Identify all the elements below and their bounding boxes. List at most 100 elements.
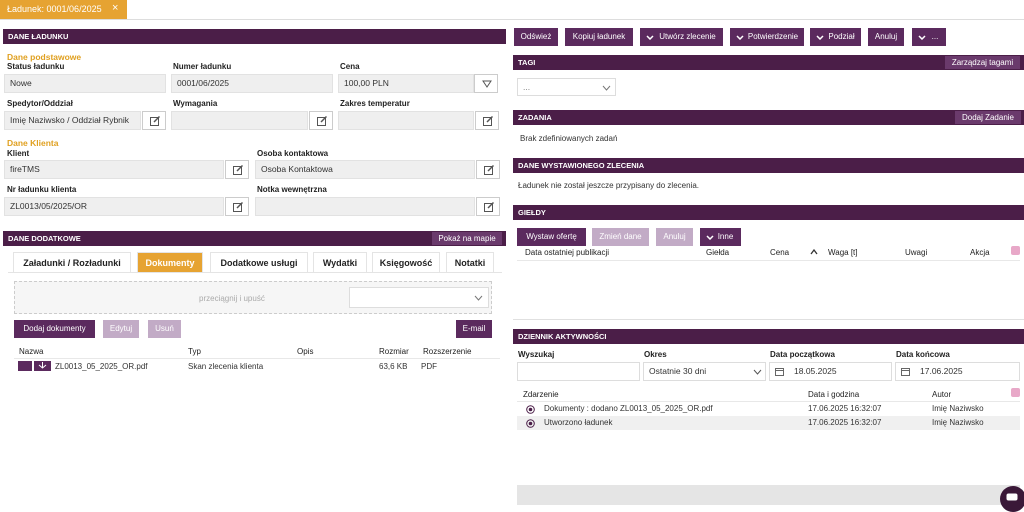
column-header: Akcja: [970, 248, 990, 257]
tab[interactable]: Księgowość: [372, 252, 440, 272]
section-header: DANE ŁADUNKU: [3, 29, 506, 44]
date-input[interactable]: 17.06.2025: [895, 362, 1020, 381]
drop-zone[interactable]: przeciągnij i upuść: [14, 281, 492, 314]
tab[interactable]: Wydatki: [313, 252, 367, 272]
button[interactable]: Kopiuj ładunek: [565, 28, 633, 46]
edit-button[interactable]: [476, 197, 500, 216]
field-label: Spedytor/Oddział: [7, 99, 73, 108]
cell: 63,6 KB: [379, 362, 408, 371]
log-row[interactable]: Dokumenty : dodano ZL0013_05_2025_OR.pdf…: [517, 402, 1020, 416]
tab[interactable]: Załadunki / Rozładunki: [13, 252, 131, 272]
edit-icon: [150, 116, 160, 126]
input[interactable]: Nowe: [4, 74, 166, 93]
calendar-icon: [901, 368, 910, 376]
tab-close[interactable]: ×: [112, 2, 119, 14]
map-button[interactable]: Pokaż na mapie: [432, 232, 502, 245]
input[interactable]: Osoba Kontaktowa: [255, 160, 475, 179]
input[interactable]: 0001/06/2025: [171, 74, 333, 93]
section-header: DZIENNIK AKTYWNOŚCI: [513, 329, 1024, 344]
input[interactable]: [171, 111, 308, 130]
dropdown-icon: [482, 80, 492, 88]
tab[interactable]: Notatki: [446, 252, 494, 272]
field-label: Klient: [7, 149, 30, 158]
button-disabled[interactable]: Edytuj: [103, 320, 139, 338]
file-icon[interactable]: [18, 361, 32, 371]
column-header: Typ: [188, 347, 201, 356]
chevron: [918, 35, 926, 40]
table-divider: [517, 260, 1020, 261]
cell: Skan zlecenia klienta: [188, 362, 264, 371]
column-header: Autor: [932, 390, 952, 399]
download-icon[interactable]: [34, 361, 51, 371]
search-input[interactable]: [517, 362, 640, 381]
column-header: Opis: [297, 347, 314, 356]
date-input[interactable]: 18.05.2025: [769, 362, 892, 381]
table-divider: [513, 319, 1024, 320]
field-label: Numer ładunku: [173, 62, 232, 71]
input[interactable]: 100,00 PLN: [338, 74, 474, 93]
document-tab[interactable]: Ładunek: 0001/06/2025 ×: [0, 0, 127, 19]
button[interactable]: Utwórz zlecenie: [640, 28, 723, 46]
chevron: [602, 85, 611, 91]
cell: Dokumenty : dodano ZL0013_05_2025_OR.pdf: [544, 404, 713, 413]
dropdown-button[interactable]: [474, 74, 498, 93]
edit-icon: [233, 165, 243, 175]
input[interactable]: Imię Naziwsko / Oddział Rybnik: [4, 111, 141, 130]
log-row[interactable]: Utworzono ładunek 17.06.2025 16:32:07 Im…: [517, 416, 1020, 430]
button-disabled[interactable]: Usuń: [148, 320, 181, 338]
select[interactable]: ...: [517, 78, 616, 96]
button-disabled[interactable]: Anuluj: [656, 228, 693, 246]
tab-divider: [8, 272, 502, 273]
footer-bar: [517, 485, 1020, 505]
edit-button[interactable]: [225, 197, 249, 216]
chat-icon: [1006, 493, 1018, 501]
edit-button[interactable]: [142, 111, 166, 130]
tab-active[interactable]: Dokumenty: [137, 252, 203, 272]
edit-button[interactable]: [475, 111, 499, 130]
field-label: Notka wewnętrzna: [257, 185, 327, 194]
tab[interactable]: Dodatkowe usługi: [210, 252, 308, 272]
button[interactable]: Inne: [700, 228, 741, 246]
button[interactable]: Dodaj Zadanie: [955, 111, 1021, 124]
input[interactable]: [338, 111, 474, 130]
input[interactable]: [255, 197, 475, 216]
chevron: [736, 35, 744, 40]
button[interactable]: Dodaj dokumenty: [14, 320, 95, 338]
edit-icon: [484, 165, 494, 175]
event-icon: [526, 405, 535, 414]
calendar-icon: [775, 368, 784, 376]
input[interactable]: fireTMS: [4, 160, 224, 179]
button[interactable]: Wystaw ofertę: [517, 228, 586, 246]
select[interactable]: [349, 287, 489, 308]
column-header: Rozmiar: [379, 347, 409, 356]
column-header: Zdarzenie: [523, 390, 559, 399]
button[interactable]: Anuluj: [868, 28, 904, 46]
info-text: Ładunek nie został jeszcze przypisany do…: [518, 181, 699, 190]
sort-icon[interactable]: [810, 249, 818, 255]
button[interactable]: Potwierdzenie: [730, 28, 804, 46]
event-icon: [526, 419, 535, 428]
select[interactable]: Ostatnie 30 dni: [643, 362, 766, 381]
section-header: TAGI: [513, 55, 1024, 70]
button[interactable]: Podział: [810, 28, 861, 46]
edit-button[interactable]: [476, 160, 500, 179]
button[interactable]: Zarządzaj tagami: [945, 56, 1020, 69]
button[interactable]: ...: [912, 28, 946, 46]
edit-button[interactable]: [225, 160, 249, 179]
column-toggle[interactable]: [1011, 388, 1020, 397]
input[interactable]: ZL0013/05/2025/OR: [4, 197, 224, 216]
button[interactable]: Odśwież: [514, 28, 558, 46]
chevron: [706, 235, 714, 240]
column-header: Data ostatniej publikacji: [525, 248, 610, 257]
edit-button[interactable]: [309, 111, 333, 130]
column-toggle[interactable]: [1011, 246, 1020, 255]
column-header: Uwagi: [905, 248, 928, 257]
section-header: DANE DODATKOWE: [3, 231, 506, 246]
field-label: Osoba kontaktowa: [257, 149, 329, 158]
button-disabled[interactable]: Zmień dane: [592, 228, 649, 246]
field-label: Status ładunku: [7, 62, 65, 71]
button[interactable]: E-mail: [456, 320, 492, 338]
chat-button[interactable]: [1000, 486, 1024, 512]
field-label: Wymagania: [173, 99, 218, 108]
